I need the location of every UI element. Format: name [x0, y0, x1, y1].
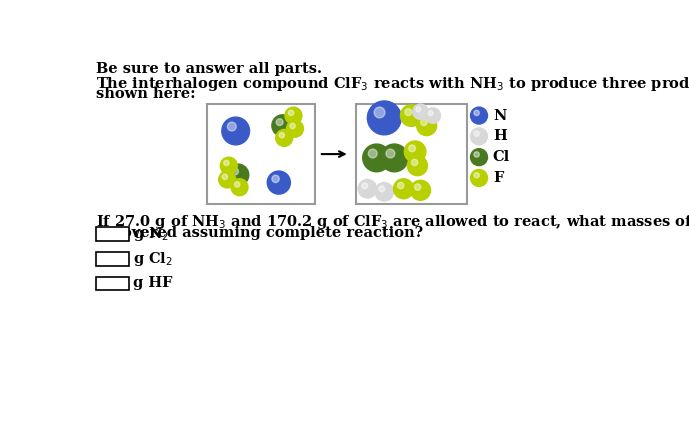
Circle shape — [227, 164, 249, 186]
Circle shape — [474, 131, 480, 136]
Text: H: H — [493, 129, 506, 143]
Circle shape — [404, 109, 412, 115]
Circle shape — [290, 123, 296, 128]
Text: g HF: g HF — [133, 277, 173, 291]
Circle shape — [358, 180, 377, 198]
Circle shape — [218, 171, 236, 188]
Circle shape — [379, 186, 384, 192]
Circle shape — [421, 119, 427, 125]
Text: Be sure to answer all parts.: Be sure to answer all parts. — [96, 62, 322, 76]
Circle shape — [411, 159, 418, 166]
Circle shape — [369, 149, 377, 158]
Circle shape — [474, 152, 480, 157]
Circle shape — [471, 107, 488, 124]
Text: recovered assuming complete reaction?: recovered assuming complete reaction? — [96, 225, 422, 239]
Circle shape — [404, 141, 426, 163]
Circle shape — [287, 120, 303, 137]
Circle shape — [224, 160, 229, 166]
Circle shape — [220, 157, 237, 174]
Circle shape — [471, 128, 488, 145]
Circle shape — [407, 156, 427, 176]
FancyBboxPatch shape — [96, 277, 130, 290]
Circle shape — [227, 122, 236, 131]
Circle shape — [428, 111, 433, 115]
Circle shape — [267, 171, 290, 194]
Circle shape — [471, 149, 488, 166]
Circle shape — [415, 184, 421, 190]
Text: F: F — [493, 171, 503, 185]
Circle shape — [425, 108, 440, 123]
Circle shape — [474, 110, 480, 115]
Circle shape — [231, 179, 248, 196]
FancyBboxPatch shape — [207, 104, 315, 204]
Text: N: N — [493, 108, 506, 123]
Circle shape — [374, 107, 385, 118]
Circle shape — [272, 175, 279, 183]
Circle shape — [289, 110, 294, 115]
Circle shape — [232, 168, 238, 175]
Circle shape — [276, 129, 293, 146]
Circle shape — [234, 182, 240, 187]
Circle shape — [411, 180, 431, 200]
Circle shape — [276, 119, 283, 125]
Text: shown here:: shown here: — [96, 87, 195, 101]
Circle shape — [398, 182, 404, 189]
Text: The interhalogen compound ClF$_3$ reacts with NH$_3$ to produce three products a: The interhalogen compound ClF$_3$ reacts… — [96, 75, 689, 93]
Circle shape — [416, 107, 421, 112]
Circle shape — [471, 170, 488, 187]
Circle shape — [409, 145, 415, 152]
Text: g N$_2$: g N$_2$ — [133, 225, 169, 243]
Circle shape — [386, 149, 395, 158]
Text: g Cl$_2$: g Cl$_2$ — [133, 250, 174, 268]
Circle shape — [222, 174, 227, 180]
Circle shape — [400, 105, 422, 126]
Circle shape — [413, 104, 428, 119]
Circle shape — [272, 115, 294, 136]
Circle shape — [380, 144, 408, 172]
FancyBboxPatch shape — [356, 104, 467, 204]
Circle shape — [222, 117, 249, 145]
Circle shape — [367, 101, 401, 135]
FancyBboxPatch shape — [96, 252, 130, 266]
Text: Cl: Cl — [493, 150, 510, 164]
Circle shape — [375, 183, 393, 201]
FancyBboxPatch shape — [96, 227, 130, 241]
Text: If 27.0 g of NH$_3$ and 170.2 g of ClF$_3$ are allowed to react, what masses of : If 27.0 g of NH$_3$ and 170.2 g of ClF$_… — [96, 213, 689, 231]
Circle shape — [393, 179, 413, 199]
Circle shape — [362, 144, 391, 172]
Circle shape — [417, 115, 437, 135]
Circle shape — [362, 183, 368, 189]
Circle shape — [474, 173, 480, 178]
Circle shape — [285, 107, 302, 124]
Circle shape — [279, 132, 285, 138]
